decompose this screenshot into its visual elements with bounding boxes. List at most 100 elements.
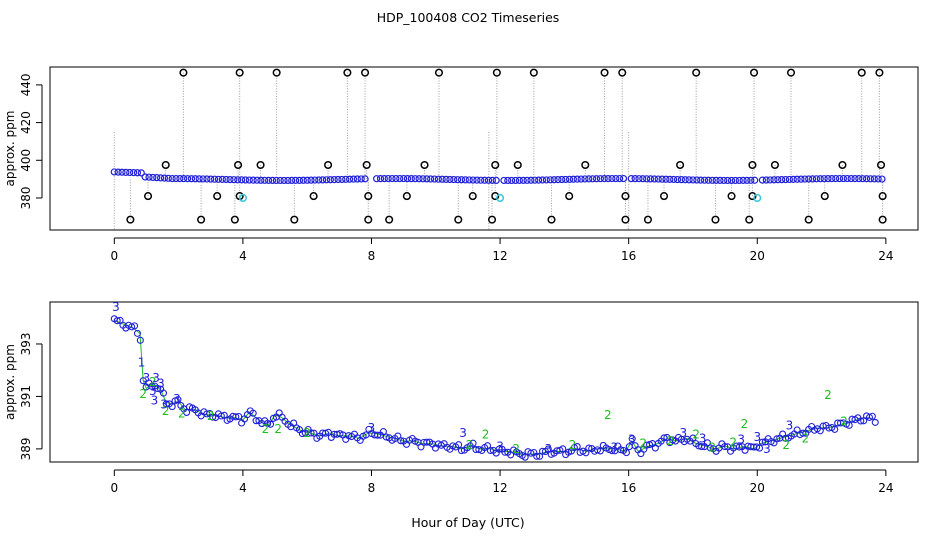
y-axis-label: approx. ppm (3, 344, 17, 420)
data-point (870, 175, 878, 183)
x-tick-label: 0 (110, 481, 118, 495)
data-point (698, 443, 706, 451)
data-point (315, 176, 323, 184)
y-tick-label: 393 (19, 333, 33, 356)
data-point (612, 174, 620, 183)
data-point (773, 435, 781, 443)
annotation-green: 2 (466, 438, 474, 452)
data-point (739, 176, 747, 184)
data-point (596, 447, 604, 455)
data-point (488, 176, 496, 184)
outlier-low-point (491, 192, 500, 201)
data-point (249, 409, 257, 417)
data-point (712, 176, 720, 184)
data-point (812, 175, 821, 183)
data-point (322, 176, 331, 184)
data-point (265, 176, 273, 184)
data-point (230, 176, 238, 184)
data-point (550, 176, 558, 184)
data-point (430, 175, 439, 183)
outlier-bottom-point (745, 215, 754, 224)
annotation-green: 2 (729, 435, 737, 449)
data-point (706, 444, 714, 452)
data-point (477, 176, 485, 184)
outlier-mid-point (491, 160, 500, 170)
annotation-blue: 3 (753, 430, 761, 444)
annotation-blue: 3 (737, 433, 745, 447)
data-point (770, 176, 778, 184)
data-point (232, 413, 240, 421)
annotation-green: 2 (802, 431, 810, 445)
annotation-blue: 3 (149, 384, 157, 398)
outlier-bottom-point (364, 215, 373, 224)
outlier-mid-point (362, 160, 371, 170)
data-point (527, 449, 535, 457)
data-point (321, 429, 330, 437)
data-point (129, 169, 138, 177)
data-point (245, 176, 253, 184)
data-point (450, 175, 458, 184)
data-point (407, 175, 415, 183)
data-point (168, 403, 176, 411)
data-point (388, 174, 396, 183)
x-tick-label: 4 (239, 249, 247, 263)
data-point (380, 174, 388, 183)
outlier-high-point (343, 68, 352, 77)
annotation-blue: 3 (544, 442, 552, 456)
outlier-bottom-point (711, 215, 720, 224)
data-point (778, 176, 786, 184)
data-point (110, 168, 118, 176)
data-point (805, 175, 813, 183)
data-point (658, 175, 666, 183)
y-axis-label: approx. ppm (3, 111, 17, 187)
annotation-green: 2 (840, 414, 848, 428)
data-point (871, 418, 879, 426)
outlier-mid-point (581, 160, 590, 170)
data-point (149, 173, 157, 182)
annotation-blue: 3 (151, 393, 159, 407)
data-point (755, 444, 764, 452)
data-point (382, 433, 390, 441)
x-tick-label: 12 (492, 481, 507, 495)
data-point (720, 176, 728, 185)
y-tick-label: 389 (19, 437, 33, 460)
data-point (252, 417, 260, 425)
data-point (559, 445, 567, 453)
data-point (118, 168, 126, 176)
data-point (685, 176, 693, 184)
data-point (241, 176, 250, 184)
outlier-mid-point (513, 160, 522, 170)
annotation-green: 2 (708, 441, 716, 455)
outlier-mid-point (876, 160, 886, 170)
cyan-point (238, 193, 247, 203)
data-point (427, 175, 435, 183)
outlier-high-point (434, 68, 444, 77)
data-point (521, 453, 529, 461)
data-point (808, 175, 817, 183)
data-point (731, 176, 739, 185)
outlier-high-point (875, 68, 884, 77)
data-point (859, 175, 867, 183)
data-point (562, 175, 570, 184)
data-point (209, 413, 217, 421)
outlier-mid-point (234, 160, 243, 170)
data-point (538, 176, 547, 184)
data-point (113, 317, 121, 325)
data-point (484, 176, 493, 184)
annotation-green: 2 (482, 427, 490, 441)
outlier-high-point (857, 68, 866, 77)
annotation-green: 2 (149, 375, 157, 389)
data-point (851, 175, 859, 183)
data-point (180, 175, 188, 183)
data-point (469, 176, 477, 184)
data-point (716, 176, 724, 184)
data-point (616, 174, 624, 183)
annotation-green: 2 (512, 442, 520, 456)
data-point (203, 410, 211, 418)
annotation-blue: 3 (628, 433, 636, 447)
data-point (154, 384, 162, 393)
data-point (191, 175, 199, 183)
outlier-bottom-point (197, 215, 206, 224)
data-point (504, 176, 512, 185)
